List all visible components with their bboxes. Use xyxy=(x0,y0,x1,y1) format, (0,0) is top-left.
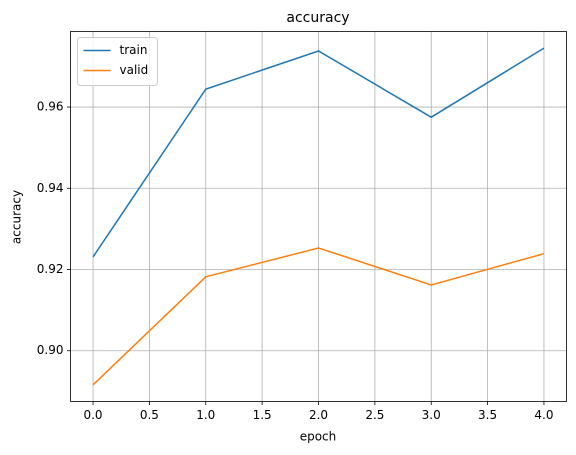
x-tick-label: 1.5 xyxy=(253,408,272,422)
chart-title: accuracy xyxy=(286,10,349,26)
legend-label: train xyxy=(120,43,148,57)
x-tick-label: 2.0 xyxy=(309,408,328,422)
y-tick-label: 0.94 xyxy=(37,181,64,195)
y-tick-label: 0.96 xyxy=(37,100,64,114)
legend-label: valid xyxy=(120,63,149,77)
x-tick-label: 3.5 xyxy=(478,408,497,422)
x-tick-label: 1.0 xyxy=(196,408,215,422)
x-tick-label: 0.0 xyxy=(83,408,102,422)
series-line xyxy=(92,247,545,386)
x-axis-label: epoch xyxy=(300,430,337,444)
y-tick-label: 0.92 xyxy=(37,262,64,276)
y-axis-label: accuracy xyxy=(10,190,24,244)
x-tick-label: 0.5 xyxy=(140,408,159,422)
x-tick-label: 4.0 xyxy=(534,408,553,422)
y-tick-label: 0.90 xyxy=(37,343,64,357)
axes-frame xyxy=(70,31,567,402)
legend-box xyxy=(77,37,158,86)
x-tick-label: 2.5 xyxy=(365,408,384,422)
series-line xyxy=(92,47,545,258)
x-tick-label: 3.0 xyxy=(422,408,441,422)
